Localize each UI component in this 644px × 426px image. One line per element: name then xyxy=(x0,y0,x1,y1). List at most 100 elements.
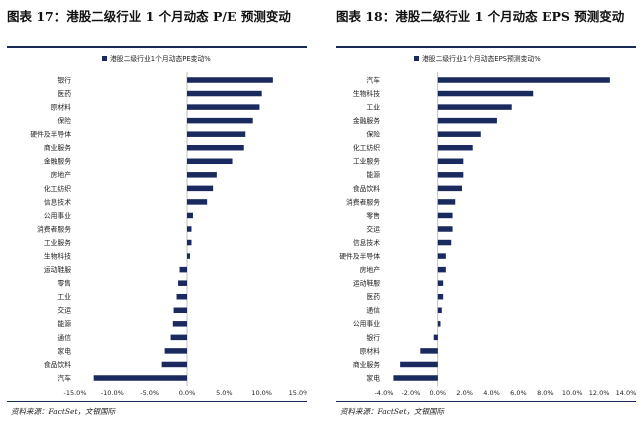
bar xyxy=(93,375,187,381)
category-label: 汽车 xyxy=(366,75,380,84)
bar xyxy=(437,226,453,232)
bar xyxy=(187,158,233,165)
bar xyxy=(172,321,187,327)
x-tick-label: 0.0% xyxy=(179,389,196,397)
category-label: 生物科技 xyxy=(353,89,380,98)
category-label: 工业服务 xyxy=(353,157,380,166)
category-label: 食品饮料 xyxy=(44,360,71,369)
category-label: 交运 xyxy=(366,224,380,233)
x-tick-label: -15.0% xyxy=(64,389,87,397)
category-label: 运动鞋服 xyxy=(353,279,380,288)
category-label: 工业 xyxy=(366,102,380,111)
x-tick-label: -4.0% xyxy=(375,389,394,397)
category-label: 消费者服务 xyxy=(37,224,71,233)
x-tick-label: 5.0% xyxy=(216,389,233,397)
x-tick-label: -10.0% xyxy=(101,389,124,397)
bar xyxy=(176,293,187,300)
source-note: 资料来源：FactSet，文银国际 xyxy=(11,407,115,416)
legend-label: 港股二级行业1个月动态PE变动% xyxy=(110,54,211,63)
category-label: 信息技术 xyxy=(44,197,71,206)
x-tick-label: 10.0% xyxy=(251,389,272,397)
bar xyxy=(178,280,187,286)
bar xyxy=(187,131,246,137)
legend-swatch xyxy=(102,56,107,61)
title-rule xyxy=(336,46,636,48)
category-label: 化工纺织 xyxy=(44,184,71,193)
legend-swatch xyxy=(414,56,419,61)
category-label: 家电 xyxy=(366,373,380,382)
category-label: 公用事业 xyxy=(44,211,71,220)
category-label: 金融服务 xyxy=(44,157,71,166)
category-label: 保险 xyxy=(57,116,71,125)
category-label: 金融服务 xyxy=(353,116,380,125)
bar xyxy=(437,158,464,165)
category-label: 通信 xyxy=(57,333,71,342)
category-label: 家电 xyxy=(57,346,71,355)
bar xyxy=(170,334,187,341)
category-label: 医药 xyxy=(366,292,380,301)
bar xyxy=(187,239,192,246)
footer-rule xyxy=(7,401,307,402)
bar xyxy=(187,90,262,97)
bar xyxy=(187,104,260,110)
category-label: 汽车 xyxy=(57,373,71,382)
category-label: 原材料 xyxy=(51,102,72,111)
category-label: 房地产 xyxy=(51,170,72,179)
bar xyxy=(393,375,438,381)
title-rule xyxy=(7,46,307,48)
bar xyxy=(437,117,497,124)
category-label: 消费者服务 xyxy=(346,197,380,206)
bar xyxy=(433,334,438,341)
bar xyxy=(187,172,217,178)
bar xyxy=(187,226,192,232)
category-label: 能源 xyxy=(57,319,71,328)
category-label: 医药 xyxy=(57,89,71,98)
x-tick-label: 2.0% xyxy=(456,389,473,397)
category-label: 工业 xyxy=(57,292,71,301)
bar xyxy=(437,77,610,83)
bar xyxy=(187,199,208,205)
category-label: 原材料 xyxy=(360,346,381,355)
x-tick-label: 6.0% xyxy=(510,389,527,397)
category-label: 运动鞋服 xyxy=(44,265,71,274)
bar xyxy=(179,266,187,273)
bar xyxy=(161,361,187,368)
bar xyxy=(437,293,444,300)
bar xyxy=(437,212,453,219)
bar xyxy=(437,172,464,178)
category-label: 化工纺织 xyxy=(353,143,380,152)
category-label: 银行 xyxy=(57,75,71,84)
chart-panel-pe: 图表 17：港股二级行业 1 个月动态 P/E 预测变动 港股二级行业1个月动态… xyxy=(7,0,315,426)
footer-rule xyxy=(336,401,636,402)
x-tick-label: 0.0% xyxy=(430,389,447,397)
category-label: 硬件及半导体 xyxy=(30,130,71,139)
bar xyxy=(437,266,446,273)
x-tick-label: 15.0% xyxy=(289,389,307,397)
category-label: 零售 xyxy=(366,211,380,220)
category-label: 零售 xyxy=(57,279,71,288)
x-tick-label: 14.0% xyxy=(616,389,636,397)
category-label: 工业服务 xyxy=(44,238,71,247)
bar xyxy=(437,239,452,246)
bar xyxy=(187,117,253,124)
category-label: 商业服务 xyxy=(44,143,71,152)
x-tick-label: 10.0% xyxy=(562,389,583,397)
bar xyxy=(437,280,444,286)
bar xyxy=(437,321,441,327)
bar xyxy=(420,348,438,354)
category-label: 能源 xyxy=(366,170,380,179)
category-label: 生物科技 xyxy=(44,251,71,260)
figure-title: 图表 17：港股二级行业 1 个月动态 P/E 预测变动 xyxy=(7,9,291,24)
bar xyxy=(400,361,438,368)
x-tick-label: 8.0% xyxy=(537,389,554,397)
category-label: 房地产 xyxy=(360,265,381,274)
category-label: 商业服务 xyxy=(353,360,380,369)
x-tick-label: 4.0% xyxy=(483,389,500,397)
bar xyxy=(164,348,187,354)
bar xyxy=(437,199,456,205)
chart-panel-eps: 图表 18：港股二级行业 1 个月动态 EPS 预测变动 港股二级行业1个月动态… xyxy=(336,0,644,426)
bar xyxy=(437,185,462,192)
bar xyxy=(437,307,442,314)
pe-bar-chart: 港股二级行业1个月动态PE变动% 银行医药原材料保险硬件及半导体商业服务金融服务房… xyxy=(30,54,307,397)
x-tick-label: -5.0% xyxy=(140,389,159,397)
